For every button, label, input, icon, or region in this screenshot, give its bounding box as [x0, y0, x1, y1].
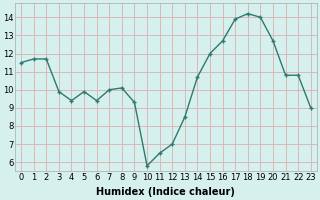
X-axis label: Humidex (Indice chaleur): Humidex (Indice chaleur) — [97, 187, 236, 197]
